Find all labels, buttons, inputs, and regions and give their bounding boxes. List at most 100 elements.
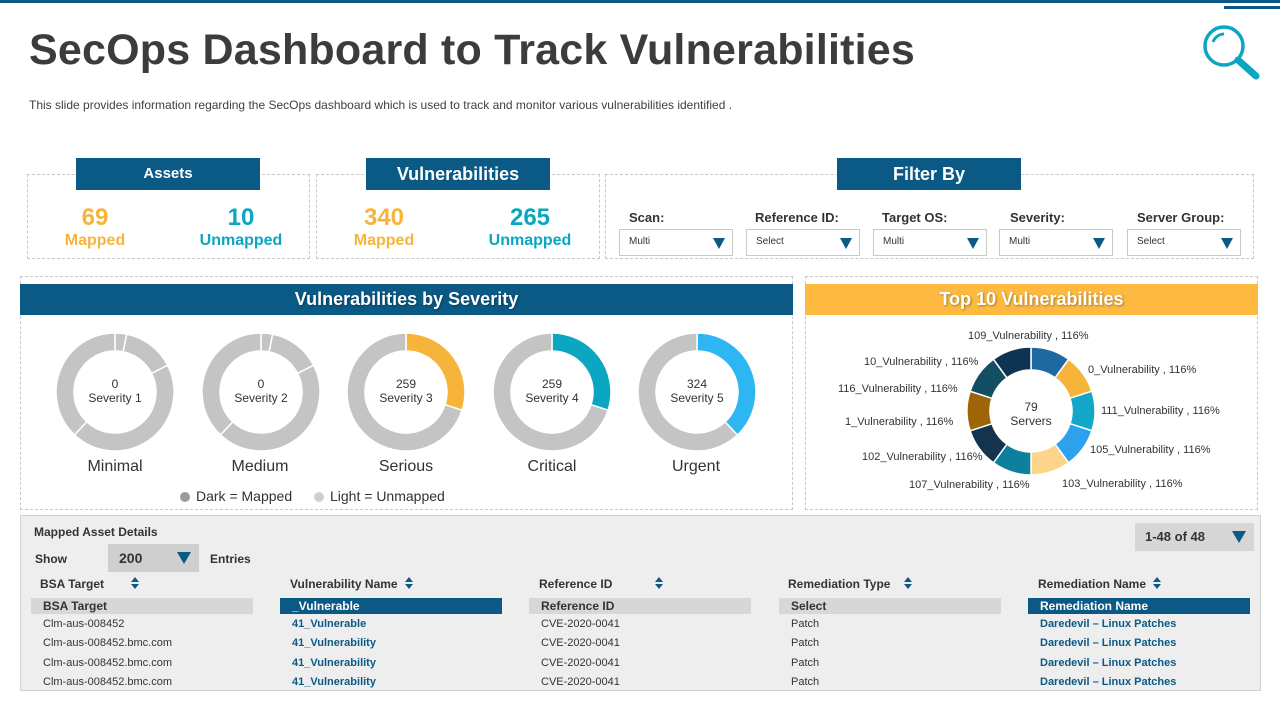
filter-reference-id-select[interactable]: Select bbox=[746, 229, 860, 256]
donut-severity-1-name: Minimal bbox=[87, 458, 143, 475]
donut-severity-5-label: Severity 5 bbox=[670, 391, 724, 405]
filter-reference-id-label: Reference ID: bbox=[755, 210, 839, 225]
sort-icon[interactable] bbox=[655, 577, 663, 591]
legend-dark-dot bbox=[180, 492, 190, 503]
vulnerabilities-unmapped-value: 265 bbox=[509, 204, 551, 231]
assets-mapped-label: Mapped bbox=[64, 232, 126, 249]
col-header-bsa-target[interactable]: BSA Target bbox=[40, 577, 105, 591]
filter-target-os-label: Target OS: bbox=[882, 210, 948, 225]
donut-severity-2-center: 0 Severity 2 bbox=[199, 377, 323, 405]
filter-scan-select[interactable]: Multi bbox=[619, 229, 733, 256]
filter-server-group-select[interactable]: Select bbox=[1127, 229, 1241, 256]
assets-mapped-value: 69 bbox=[81, 204, 109, 231]
filter-header: Filter By bbox=[837, 158, 1021, 190]
top10-center-label: Servers bbox=[1010, 414, 1052, 428]
table-cell-remediation-link[interactable]: Daredevil – Linux Patches bbox=[1040, 657, 1177, 669]
top-accent-rule bbox=[0, 0, 1280, 3]
table-cell-remediation-link[interactable]: Daredevil – Linux Patches bbox=[1040, 676, 1177, 688]
col-header-remediation-name[interactable]: Remediation Name bbox=[1038, 577, 1147, 591]
table-cell-vulnerability-link[interactable]: 41_Vulnerability bbox=[292, 657, 376, 669]
top10-panel bbox=[805, 276, 1258, 510]
donut-severity-2 bbox=[201, 332, 321, 452]
donut-severity-3 bbox=[346, 332, 466, 452]
top10-label-116: 116_Vulnerability , 116% bbox=[838, 383, 958, 395]
sort-icon[interactable] bbox=[1153, 577, 1161, 591]
top10-label-105: 105_Vulnerability , 116% bbox=[1090, 444, 1211, 456]
magnifier-icon bbox=[1203, 25, 1260, 80]
filter-severity-select[interactable]: Multi bbox=[999, 229, 1113, 256]
top10-label-109: 109_Vulnerability , 116% bbox=[968, 330, 1089, 342]
assets-header: Assets bbox=[76, 158, 260, 190]
filter-severity-value: Multi bbox=[1009, 236, 1031, 247]
filter-target-os-value: Multi bbox=[883, 236, 905, 247]
top10-slice bbox=[992, 346, 1032, 379]
donut-severity-4 bbox=[492, 332, 612, 452]
donut-unmapped-segment bbox=[122, 333, 169, 375]
entries-label: Entries bbox=[210, 552, 251, 566]
donut-severity-2-name: Medium bbox=[231, 458, 289, 475]
donut-severity-2-label: Severity 2 bbox=[234, 391, 288, 405]
table-cell-remediation-type: Patch bbox=[791, 618, 820, 630]
donut-severity-4-value: 259 bbox=[541, 377, 563, 391]
legend-light-dot bbox=[314, 492, 324, 503]
donut-unmapped-segment bbox=[201, 332, 262, 436]
col-header-remediation-type[interactable]: Remediation Type bbox=[788, 577, 891, 591]
sort-icon[interactable] bbox=[405, 577, 413, 591]
top10-center-value: 79 bbox=[1024, 400, 1038, 414]
page-title: SecOps Dashboard to Track Vulnerabilitie… bbox=[29, 26, 916, 74]
column-filter-reference-id[interactable]: Reference ID bbox=[529, 598, 751, 614]
top10-label-103: 103_Vulnerability , 116% bbox=[1062, 478, 1183, 490]
chevron-down-icon bbox=[713, 238, 725, 249]
table-cell-remediation-type: Patch bbox=[791, 676, 820, 688]
page-subtitle: This slide provides information regardin… bbox=[29, 98, 733, 112]
legend-light-label: Light = Unmapped bbox=[330, 488, 445, 504]
table-cell-reference-id: CVE-2020-0041 bbox=[541, 618, 620, 630]
column-filter-bsa-target[interactable]: BSA Target bbox=[31, 598, 253, 614]
table-cell-remediation-link[interactable]: Daredevil – Linux Patches bbox=[1040, 618, 1177, 630]
entries-select[interactable]: 200 bbox=[108, 544, 199, 572]
table-cell-reference-id: CVE-2020-0041 bbox=[541, 637, 620, 649]
assets-unmapped-value: 10 bbox=[227, 204, 255, 231]
donut-severity-3-value: 259 bbox=[395, 377, 417, 391]
chevron-down-icon bbox=[1232, 531, 1246, 543]
mapped-asset-title: Mapped Asset Details bbox=[34, 525, 158, 539]
column-filter-vulnerability-name[interactable]: _Vulnerable bbox=[280, 598, 502, 614]
filter-severity-label: Severity: bbox=[1010, 210, 1065, 225]
column-filter-remediation-type[interactable]: Select bbox=[779, 598, 1001, 614]
donut-severity-1-value: 0 bbox=[111, 377, 119, 391]
table-cell-bsa-target: Clm-aus-008452.bmc.com bbox=[43, 676, 172, 688]
assets-unmapped-label: Unmapped bbox=[199, 232, 283, 249]
pagination-select[interactable]: 1-48 of 48 bbox=[1135, 523, 1254, 551]
donut-unmapped-segment bbox=[346, 332, 464, 452]
col-header-reference-id[interactable]: Reference ID bbox=[539, 577, 613, 591]
filter-server-group-value: Select bbox=[1137, 236, 1165, 247]
col-header-vulnerability-name[interactable]: Vulnerability Name bbox=[290, 577, 398, 591]
vulnerabilities-unmapped-label: Unmapped bbox=[488, 232, 572, 249]
filter-reference-id-value: Select bbox=[756, 236, 784, 247]
sort-icon[interactable] bbox=[131, 577, 139, 591]
donut-unmapped-segment bbox=[637, 332, 739, 452]
donut-unmapped-segment bbox=[55, 332, 116, 436]
entries-value: 200 bbox=[119, 550, 143, 566]
table-cell-vulnerability-link[interactable]: 41_Vulnerable bbox=[292, 618, 367, 630]
table-cell-vulnerability-link[interactable]: 41_Vulnerability bbox=[292, 676, 376, 688]
filter-target-os-select[interactable]: Multi bbox=[873, 229, 987, 256]
donut-severity-4-center: 259 Severity 4 bbox=[490, 377, 614, 405]
table-cell-reference-id: CVE-2020-0041 bbox=[541, 657, 620, 669]
table-cell-vulnerability-link[interactable]: 41_Vulnerability bbox=[292, 637, 376, 649]
donut-severity-3-name: Serious bbox=[378, 458, 434, 475]
donut-severity-1-center: 0 Severity 1 bbox=[53, 377, 177, 405]
table-cell-bsa-target: Clm-aus-008452.bmc.com bbox=[43, 657, 172, 669]
filter-scan-label: Scan: bbox=[629, 210, 665, 225]
donut-severity-1-label: Severity 1 bbox=[88, 391, 142, 405]
column-filter-remediation-name[interactable]: Remediation Name bbox=[1028, 598, 1250, 614]
chevron-down-icon bbox=[177, 552, 191, 564]
table-cell-reference-id: CVE-2020-0041 bbox=[541, 676, 620, 688]
donut-severity-5 bbox=[637, 332, 757, 452]
top10-center: 79 Servers bbox=[970, 400, 1092, 428]
chevron-down-icon bbox=[1093, 238, 1105, 249]
sort-icon[interactable] bbox=[904, 577, 912, 591]
table-cell-remediation-link[interactable]: Daredevil – Linux Patches bbox=[1040, 637, 1177, 649]
top10-label-111: 111_Vulnerability , 116% bbox=[1101, 405, 1220, 417]
vulnerabilities-header: Vulnerabilities bbox=[366, 158, 550, 190]
